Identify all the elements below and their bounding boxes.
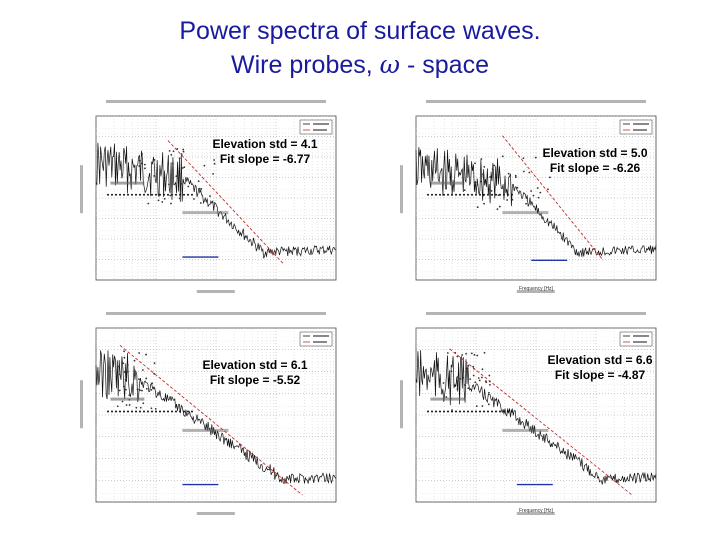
chart-1-fit-line xyxy=(167,140,284,264)
chart-2-spectrum-line xyxy=(415,147,657,257)
chart-1-header-text xyxy=(106,100,326,103)
spectrum-chart-2: Frequency [Hz] xyxy=(398,98,674,303)
chart-1-grid xyxy=(95,115,336,280)
chart-3-plot xyxy=(80,312,337,515)
chart-3-spectrum-line xyxy=(95,350,337,485)
chart-4-header-text xyxy=(426,312,646,315)
chart-1-ylabel-mark xyxy=(80,165,83,214)
chart-2-xlabel: Frequency [Hz] xyxy=(519,286,554,292)
chart-4-annotation: Elevation std = 6.6 Fit slope = -4.87 xyxy=(520,353,680,383)
chart-3-annotation: Elevation std = 6.1 Fit slope = -5.52 xyxy=(175,358,335,388)
spectrum-chart-1-svg xyxy=(80,100,337,293)
chart-3-xlabel-mark xyxy=(196,512,235,515)
chart-3-forcing-level xyxy=(107,397,229,432)
chart-4-legend xyxy=(619,331,653,347)
title-text-2-prefix: Wire probes, xyxy=(231,51,380,79)
chart-4-xlabel: Frequency [Hz] xyxy=(519,508,554,514)
chart-2-legend xyxy=(619,119,653,135)
chart-3-fit-slope: Fit slope = -5.52 xyxy=(209,373,301,387)
chart-2-header-text xyxy=(426,100,646,103)
title-text-2-suffix: - space xyxy=(400,51,489,79)
chart-3-ylabel-mark xyxy=(80,380,83,429)
title-text-1: Power spectra of surface waves. xyxy=(179,17,541,45)
chart-1-legend xyxy=(299,119,333,135)
chart-4-fit-slope: Fit slope = -4.87 xyxy=(554,368,646,382)
chart-3-legend xyxy=(299,331,333,347)
chart-4-elevation-std: Elevation std = 6.6 xyxy=(547,353,653,367)
chart-1-forcing-level xyxy=(107,181,229,215)
omega-symbol: ω xyxy=(379,50,401,79)
chart-4-xlabel-mark xyxy=(516,512,555,515)
spectrum-chart-3 xyxy=(78,310,354,525)
spectrum-chart-1 xyxy=(78,98,354,303)
chart-1-xlabel-mark xyxy=(196,290,235,293)
chart-4-fit-line xyxy=(449,348,633,496)
chart-1-spectrum-line xyxy=(95,142,336,259)
slide-title-line-2: Wire probes, ω - space xyxy=(0,50,720,80)
chart-4-plot: Frequency [Hz] xyxy=(400,312,657,515)
chart-2-xlabel-mark xyxy=(516,290,555,293)
chart-1-elevation-std: Elevation std = 4.1 xyxy=(212,137,318,151)
chart-3-elevation-std: Elevation std = 6.1 xyxy=(202,358,308,372)
chart-3-fit-line xyxy=(119,345,303,496)
spectrum-chart-4-svg: Frequency [Hz] xyxy=(400,312,657,515)
chart-4-ylabel-mark xyxy=(400,380,403,429)
chart-1-annotation: Elevation std = 4.1 Fit slope = -6.77 xyxy=(190,137,340,167)
chart-1-plot xyxy=(80,100,337,293)
chart-2-fit-line xyxy=(502,135,604,261)
slide-title-line-1: Power spectra of surface waves. xyxy=(0,16,720,46)
chart-2-annotation: Elevation std = 5.0 Fit slope = -6.26 xyxy=(520,146,670,176)
chart-2-scatter-points xyxy=(463,155,551,210)
spectrum-chart-2-svg: Frequency [Hz] xyxy=(400,100,657,293)
chart-4-scatter-points xyxy=(442,351,491,412)
chart-1-fit-slope: Fit slope = -6.77 xyxy=(219,152,311,166)
chart-2-elevation-std: Elevation std = 5.0 xyxy=(542,146,648,160)
chart-2-forcing-level xyxy=(427,181,549,215)
chart-4-forcing-level xyxy=(427,397,549,432)
chart-2-ylabel-mark xyxy=(400,165,403,214)
chart-4-spectrum-line xyxy=(415,350,657,485)
chart-2-fit-slope: Fit slope = -6.26 xyxy=(549,161,641,175)
spectrum-chart-3-svg xyxy=(80,312,337,515)
spectrum-chart-4: Frequency [Hz] xyxy=(398,310,674,525)
chart-1-scatter-points xyxy=(138,148,216,205)
chart-2-plot: Frequency [Hz] xyxy=(400,100,657,293)
chart-3-header-text xyxy=(106,312,326,315)
